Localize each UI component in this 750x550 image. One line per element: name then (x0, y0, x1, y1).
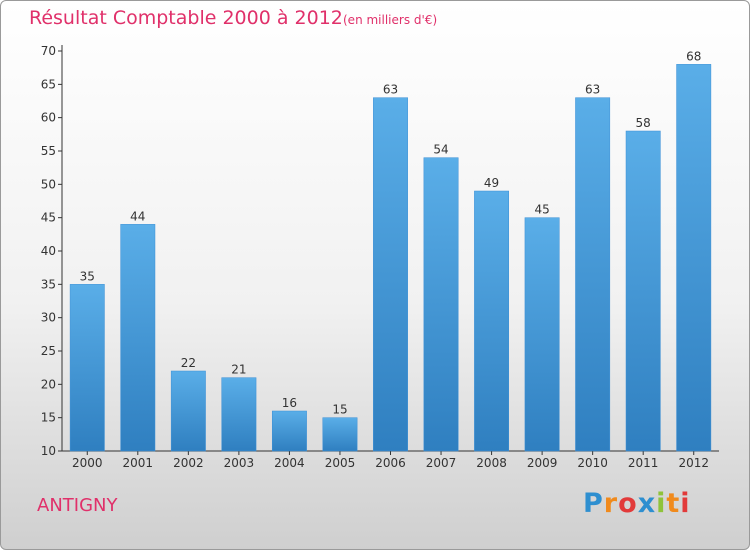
data-label-2006: 63 (383, 83, 398, 97)
x-tick-label-2012: 2012 (678, 456, 709, 470)
data-label-2009: 45 (534, 203, 549, 217)
y-tick-label: 35 (41, 277, 56, 291)
commune-name: ANTIGNY (37, 495, 118, 516)
chart-title: Résultat Comptable 2000 à 2012 (29, 7, 343, 29)
data-label-2008: 49 (484, 176, 499, 190)
bar-2008 (474, 190, 510, 452)
bar-2000 (69, 284, 105, 452)
y-tick-label: 55 (41, 144, 56, 158)
y-tick-label: 50 (41, 177, 56, 191)
x-tick-label-2005: 2005 (325, 456, 356, 470)
data-label-2010: 63 (585, 83, 600, 97)
x-tick-label-2008: 2008 (476, 456, 507, 470)
x-axis: 2000 2001 2002 2003 2004 2005 2006 2007 2008 2009… (62, 450, 719, 470)
data-labels-group: 35 44 22 21 16 15 63 54 49 45 63 58 68 (80, 49, 702, 416)
y-tick-label: 70 (41, 44, 56, 58)
bar-2002 (170, 370, 206, 452)
brand-letter: x (637, 488, 657, 519)
bar-2009 (524, 217, 560, 452)
bar-2007 (423, 157, 459, 452)
y-tick-label: 15 (41, 411, 56, 425)
brand-letter: i (680, 488, 691, 519)
bar-2012 (676, 64, 712, 452)
x-tick-label-2010: 2010 (577, 456, 608, 470)
data-label-2011: 58 (636, 116, 651, 130)
bar-2011 (625, 130, 661, 452)
y-tick-label: 65 (41, 77, 56, 91)
bar-2005 (322, 417, 358, 452)
brand-logo: Proxiti (583, 488, 691, 519)
y-tick-label: 20 (41, 377, 56, 391)
brand-letter: i (656, 488, 667, 519)
x-tick-label-2003: 2003 (224, 456, 255, 470)
y-tick-label: 25 (41, 344, 56, 358)
chart-subtitle: (en milliers d'€) (343, 13, 438, 27)
x-tick-label-2009: 2009 (527, 456, 558, 470)
bar-2003 (221, 377, 257, 452)
bar-2004 (271, 410, 307, 452)
x-tick-label-2001: 2001 (123, 456, 154, 470)
data-label-2005: 15 (332, 403, 347, 417)
bars-group (69, 64, 712, 452)
bar-2001 (120, 224, 156, 452)
data-label-2003: 21 (231, 363, 246, 377)
y-tick-label: 30 (41, 311, 56, 325)
x-tick-label-2000: 2000 (72, 456, 103, 470)
x-tick-label-2011: 2011 (628, 456, 659, 470)
y-tick-label: 45 (41, 211, 56, 225)
data-label-2012: 68 (686, 49, 701, 63)
bar-2006 (373, 97, 408, 452)
y-tick-label: 40 (41, 244, 56, 258)
data-label-2002: 22 (181, 356, 196, 370)
y-tick-label: 10 (41, 444, 56, 458)
data-label-2004: 16 (282, 396, 297, 410)
brand-letter: P (583, 488, 604, 519)
data-label-2007: 54 (433, 143, 448, 157)
brand-letter: r (603, 488, 619, 519)
brand-letter: t (666, 488, 681, 519)
brand-letter: o (618, 488, 638, 519)
x-tick-label-2006: 2006 (375, 456, 406, 470)
x-tick-label-2007: 2007 (426, 456, 457, 470)
data-label-2001: 44 (130, 209, 145, 223)
data-label-2000: 35 (80, 269, 95, 283)
y-axis: 10 15 20 25 30 35 40 45 50 55 60 65 70 (41, 44, 63, 458)
x-tick-label-2004: 2004 (274, 456, 305, 470)
x-tick-label-2002: 2002 (173, 456, 204, 470)
y-tick-label: 60 (41, 111, 56, 125)
bar-2010 (575, 97, 611, 452)
